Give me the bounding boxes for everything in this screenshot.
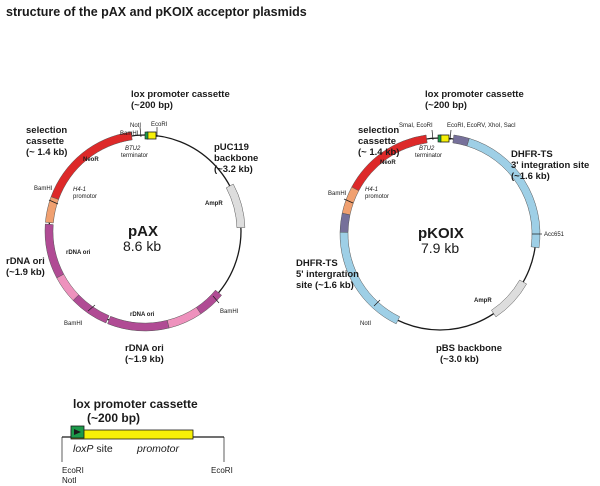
pkoix-lox-label-1: lox promoter cassette <box>425 89 524 100</box>
pax-rdna-bottom-light <box>166 306 202 329</box>
pax-promotor-2: promotor <box>73 194 97 200</box>
lox-cassette-detail: lox promoter cassette (~200 bp) loxP sit… <box>61 397 233 485</box>
pkoix-site-acc651: Acc651 <box>544 232 565 238</box>
pax-plasmid: lox promoter cassette (~200 bp) NotI Bam… <box>6 89 258 365</box>
pkoix-dhfr5-label-1: DHFR-TS <box>296 258 338 269</box>
pax-site-notI: NotI <box>130 123 141 129</box>
pax-rdna-left-light <box>56 273 80 301</box>
pkoix-name: pKOIX <box>418 225 464 242</box>
pkoix-dhfr5-segment <box>339 232 401 325</box>
pax-selection-label-1: selection <box>26 125 67 136</box>
lox-title-2: (~200 bp) <box>87 411 140 425</box>
lox-left-site-ecoRI: EcoRI <box>62 466 84 475</box>
pax-site-bamHI-bottom-left: BamHI <box>64 321 83 327</box>
pkoix-site-notI: NotI <box>360 321 371 327</box>
pax-selection-label-3: (~ 1.4 kb) <box>26 147 67 158</box>
figure-title: structure of the pAX and pKOIX acceptor … <box>6 5 307 19</box>
pkoix-selection-label-2: cassette <box>358 136 396 147</box>
pax-terminator-2: terminator <box>121 153 148 159</box>
loxp-arrow-icon <box>74 429 81 435</box>
pkoix-terminator-2: terminator <box>415 153 442 159</box>
pax-site-bamHI-left: BamHI <box>34 186 53 192</box>
pax-backbone-label-1: pUC119 <box>214 142 249 153</box>
pax-notI-tick <box>139 126 142 138</box>
pax-rdna-left-segment <box>44 223 65 279</box>
pkoix-plasmid: lox promoter cassette (~200 bp) SmaI, Ec… <box>296 89 589 365</box>
lox-right-site-ecoRI: EcoRI <box>211 466 233 475</box>
pkoix-backbone-label-2: (~3.0 kb) <box>440 354 479 365</box>
pkoix-selection-label-3: (~ 1.4 kb) <box>358 147 399 158</box>
loxp-site-label: loxP site <box>73 443 113 455</box>
pkoix-ampr-label: AmpR <box>474 298 492 304</box>
pax-promotor-1: H4-1 <box>73 187 86 193</box>
pax-rdna-left-segment-2 <box>72 294 110 324</box>
pax-lox-box <box>146 131 157 140</box>
pkoix-lox-green <box>437 134 442 143</box>
pkoix-neor-label: NeoR <box>380 160 396 166</box>
pkoix-site-smaI-ecoRI: SmaI, EcoRI <box>399 123 433 129</box>
pkoix-gray-right <box>452 134 470 147</box>
pkoix-lox-label-2: (~200 bp) <box>425 100 467 111</box>
pkoix-backbone-label-1: pBS backbone <box>436 343 502 354</box>
pkoix-gray-left <box>339 212 351 233</box>
pax-rdna-bottom-segment-2 <box>196 289 222 315</box>
pax-rdna-bottom-label-1: rDNA ori <box>125 343 164 354</box>
pax-rdna-bottom-segment <box>107 315 170 332</box>
pax-rdna-bottom-label-2: (~1.9 kb) <box>125 354 164 365</box>
pax-promotor-segment <box>45 196 59 224</box>
pax-size: 8.6 kb <box>123 238 161 254</box>
pkoix-terminator-1: BTU2 <box>419 146 435 152</box>
pax-site-ecoRI: EcoRI <box>151 122 168 128</box>
pkoix-dhfr3-label-3: (~1.6 kb) <box>511 171 550 182</box>
pkoix-ecoRI-tick <box>449 129 452 141</box>
pax-lox-green <box>144 131 149 140</box>
lox-title-1: lox promoter cassette <box>73 397 198 411</box>
pax-rdna-left-label-1: rDNA ori <box>6 256 45 267</box>
pax-lox-label-1: lox promoter cassette <box>131 89 230 100</box>
pax-lox-label-2: (~200 bp) <box>131 100 173 111</box>
lox-promotor-box <box>70 429 194 440</box>
pax-bamHI-bl-tick <box>87 304 96 312</box>
pkoix-promotor-1: H4-1 <box>365 187 378 193</box>
pax-ampr-label: AmpR <box>205 201 223 207</box>
pkoix-smaI-tick <box>431 129 434 141</box>
pkoix-notI-tick <box>373 299 381 307</box>
pax-site-bamHI-right: BamHI <box>220 309 239 315</box>
pax-neor-segment <box>50 131 133 200</box>
pax-rdna-inner-1: rDNA ori <box>66 250 91 256</box>
pkoix-selection-label-1: selection <box>358 125 399 136</box>
pkoix-dhfr3-label-1: DHFR-TS <box>511 149 553 160</box>
pkoix-site-ecoRI-multi: EcoRI, EcoRV, XhoI, SacI <box>447 123 516 129</box>
pkoix-site-bamHI: BamHI <box>328 191 347 197</box>
pax-backbone-label-3: (~3.2 kb) <box>214 164 253 175</box>
pax-rdna-left-label-2: (~1.9 kb) <box>6 267 45 278</box>
pax-neor-label: NeoR <box>83 157 99 163</box>
pkoix-dhfr5-label-3: site (~1.6 kb) <box>296 280 354 291</box>
lox-promotor-label: promotor <box>136 443 180 455</box>
pkoix-dhfr3-label-2: 3' integration site <box>511 160 589 171</box>
pkoix-promotor-segment <box>341 186 360 216</box>
pkoix-lox-box <box>439 134 450 143</box>
pkoix-ampr-segment <box>491 279 527 318</box>
pax-selection-label-2: cassette <box>26 136 64 147</box>
pkoix-dhfr5-label-2: 5' intergration <box>296 269 359 280</box>
pkoix-size: 7.9 kb <box>421 240 459 256</box>
pax-bamHI-left-tick <box>48 199 59 205</box>
pkoix-bamHI-tick <box>343 198 354 204</box>
lox-left-site-notI: NotI <box>62 476 77 485</box>
pax-name: pAX <box>128 223 158 240</box>
pax-terminator-1: BTU2 <box>125 146 141 152</box>
pax-bamHI-right-tick <box>212 295 220 304</box>
pax-rdna-inner-2: rDNA ori <box>130 312 155 318</box>
pkoix-promotor-2: promotor <box>365 194 389 200</box>
pax-backbone-label-2: backbone <box>214 153 258 164</box>
pax-ampr-segment <box>225 183 246 229</box>
pax-site-bamHI-top: BamHI <box>120 131 139 137</box>
pkoix-neor-segment <box>351 134 428 192</box>
